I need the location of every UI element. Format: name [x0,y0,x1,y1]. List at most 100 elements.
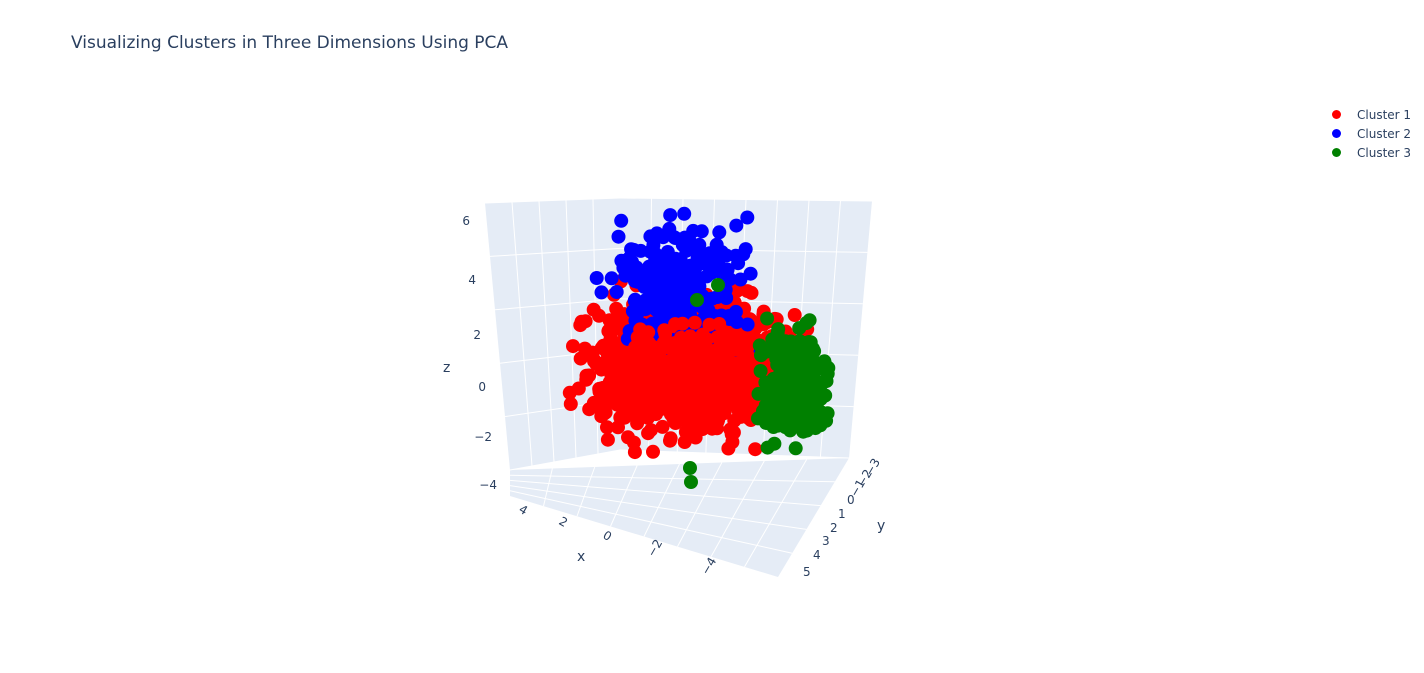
point-cluster-2 [722,272,737,287]
point-cluster-2 [649,226,664,241]
y-tick-1: 1 [838,507,846,521]
grid-line-floor [576,466,596,517]
legend-item-cluster-1[interactable]: Cluster 1 [1326,105,1411,124]
grid-line-floor [677,462,723,547]
point-cluster-3 [761,391,776,406]
point-cluster-2 [705,291,720,306]
point-cluster-1 [668,317,683,332]
point-cluster-2 [712,225,727,240]
point-cluster-3 [792,321,807,336]
point-cluster-3 [760,311,775,326]
point-cluster-1 [594,409,609,424]
point-cluster-3 [767,373,782,388]
point-cluster-1 [630,356,645,371]
z-tick-2: 2 [473,328,481,342]
point-cluster-3 [808,421,823,436]
point-cluster-3 [781,390,796,405]
point-cluster-2 [663,208,678,223]
point-cluster-1 [701,342,716,357]
point-cluster-1 [665,395,680,410]
point-cluster-3 [778,420,793,435]
x-tick-4: 4 [517,502,531,518]
point-cluster-2 [694,224,709,239]
chart-title: Visualizing Clusters in Three Dimensions… [71,33,509,53]
point-cluster-2 [616,260,631,275]
point-cluster-1 [578,314,593,329]
point-cluster-3 [766,333,781,348]
point-cluster-2 [614,213,629,228]
z-tick-4: 4 [468,273,476,287]
point-cluster-2 [589,271,604,285]
legend-marker-cluster-3 [1332,148,1341,157]
point-cluster-1 [687,390,702,405]
point-cluster-1 [643,423,658,438]
point-cluster-1 [592,384,607,399]
point-cluster-1 [646,444,660,459]
legend-label-cluster-1: Cluster 1 [1357,107,1412,122]
point-cluster-2 [611,229,626,244]
point-cluster-2 [633,243,648,258]
back-wall-xz [485,198,620,470]
point-cluster-1 [657,323,672,338]
point-cluster-2 [733,272,748,287]
z-tick-m2: −2 [474,430,492,444]
grid-line-floor [509,485,807,530]
point-cluster-1 [685,356,700,371]
point-cluster-2 [740,210,755,225]
point-cluster-1 [571,381,586,396]
point-cluster-3 [814,386,829,401]
point-cluster-3 [684,475,698,489]
point-cluster-1 [702,317,717,332]
point-cluster-1 [663,431,678,446]
point-cluster-1 [612,309,627,324]
point-cluster-1 [623,406,638,421]
point-cluster-2 [673,252,688,267]
point-cluster-3 [796,416,811,431]
legend-label-cluster-2: Cluster 2 [1357,126,1412,141]
point-cluster-1 [723,422,738,437]
point-cluster-1 [648,403,663,418]
y-tick-4: 4 [813,548,821,562]
point-cluster-3 [784,404,799,419]
point-cluster-1 [626,435,641,450]
point-cluster-2 [729,315,744,329]
data-points [562,206,836,489]
z-tick-6: 6 [462,214,470,228]
point-cluster-2 [633,298,648,313]
point-cluster-3 [819,374,834,389]
grid-line-floor [543,468,553,507]
point-cluster-2 [604,271,619,286]
point-cluster-3 [802,335,816,349]
point-cluster-1 [695,327,710,342]
point-cluster-3 [765,408,780,423]
point-cluster-3 [820,406,835,421]
y-tick-2: 2 [830,521,838,535]
point-cluster-1 [655,419,670,434]
legend-marker-cluster-1 [1332,110,1341,119]
point-cluster-2 [702,246,717,261]
point-cluster-2 [729,218,744,233]
point-cluster-1 [619,394,634,409]
point-cluster-1 [725,395,740,410]
point-cluster-2 [692,237,707,252]
z-axis-title: z [443,360,450,376]
point-cluster-2 [662,221,677,236]
y-tick-0: 0 [847,493,855,507]
point-cluster-1 [701,365,716,380]
legend-item-cluster-3[interactable]: Cluster 3 [1326,143,1411,162]
point-cluster-2 [673,288,688,303]
point-cluster-1 [585,345,600,360]
grid-line-floor [509,490,793,554]
legend-item-cluster-2[interactable]: Cluster 2 [1326,124,1411,143]
point-cluster-1 [600,420,614,435]
point-cluster-2 [655,267,670,282]
x-tick-0: 0 [601,528,615,544]
point-cluster-1 [787,308,802,322]
point-cluster-3 [774,358,789,372]
point-cluster-1 [619,370,634,385]
point-cluster-2 [629,260,644,275]
point-cluster-2 [683,258,698,273]
grid-line-z [494,298,621,311]
point-cluster-2 [678,233,693,248]
